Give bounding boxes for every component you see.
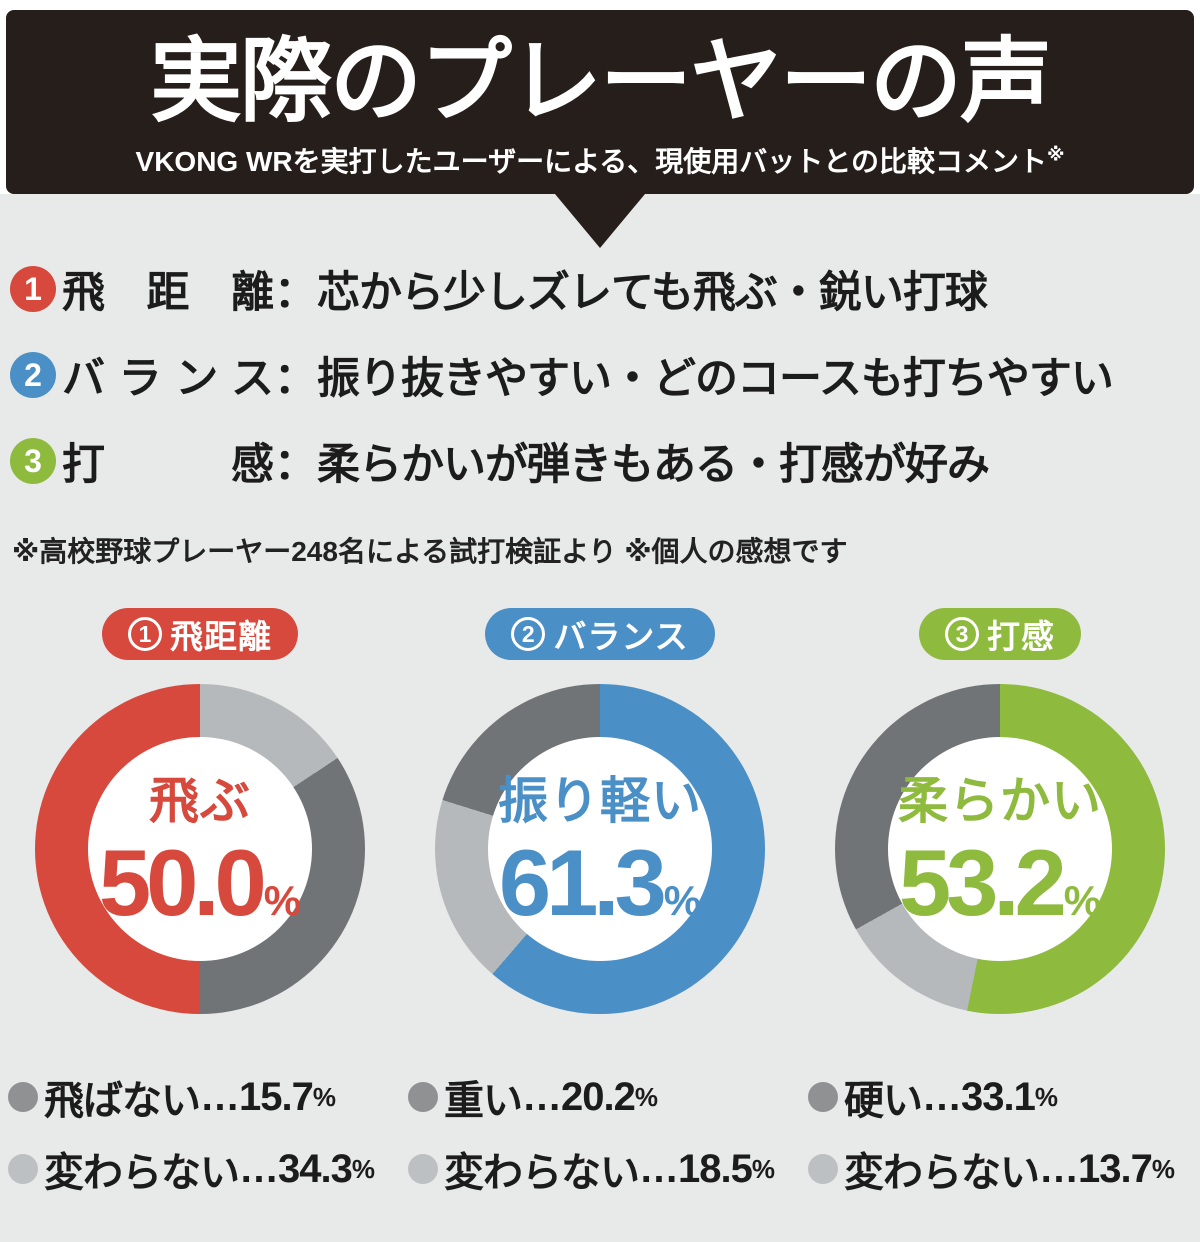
point-separator: ：	[274, 441, 317, 489]
pill-number-badge: 1	[128, 617, 162, 651]
chart-column: 2 バランス 振り軽い 61.3% 重い … 20.2 %	[400, 608, 800, 1212]
legend-ellipsis: …	[200, 1074, 240, 1119]
legend-row: 飛ばない … 15.7 %	[8, 1068, 375, 1126]
legend-dot-icon	[8, 1154, 38, 1184]
legend-percent-sign: %	[312, 1081, 336, 1112]
legend-percent-sign: %	[1151, 1153, 1175, 1184]
legend-value: 33.1	[961, 1074, 1036, 1119]
legend-row: 重い … 20.2 %	[408, 1068, 775, 1126]
summary-point: 3 打感 ： 柔らかいが弾きもある・打感が好み	[10, 430, 1190, 492]
point-number-badge: 2	[10, 352, 56, 398]
page-subtitle-text: VKONG WRを実打したユーザーによる、現使用バットとの比較コメント	[135, 146, 1047, 177]
content-area: 1 飛距離 ： 芯から少しズレても飛ぶ・鋭い打球 2 バランス ： 振り抜きやす…	[0, 194, 1200, 1242]
chart-column: 3 打感 柔らかい 53.2% 硬い … 33.1 %	[800, 608, 1200, 1212]
legend-percent-sign: %	[351, 1153, 375, 1184]
legend-label: 変わらない	[844, 1151, 1040, 1195]
legend-ellipsis: …	[922, 1074, 962, 1119]
top-strip: 実際のプレーヤーの声 VKONG WRを実打したユーザーによる、現使用バットとの…	[0, 0, 1200, 194]
donut-charts: 1 飛距離 飛ぶ 50.0% 飛ばない … 15.7 %	[0, 608, 1200, 1212]
page-subtitle: VKONG WRを実打したユーザーによる、現使用バットとの比較コメント※	[6, 140, 1194, 180]
summary-points: 1 飛距離 ： 芯から少しズレても飛ぶ・鋭い打球 2 バランス ： 振り抜きやす…	[0, 248, 1200, 492]
point-separator: ：	[274, 269, 317, 317]
legend-dot-icon	[808, 1154, 838, 1184]
legend-value: 34.3	[278, 1146, 353, 1191]
donut-center-label: 飛ぶ	[149, 773, 251, 829]
summary-point: 1 飛距離 ： 芯から少しズレても飛ぶ・鋭い打球	[10, 258, 1190, 320]
donut-center: 振り軽い 61.3%	[488, 737, 712, 961]
legend-ellipsis: …	[639, 1146, 679, 1191]
legend-value: 20.2	[561, 1074, 636, 1119]
donut-chart: 柔らかい 53.2%	[835, 684, 1165, 1014]
legend-row: 変わらない … 34.3 %	[8, 1140, 375, 1198]
header-banner: 実際のプレーヤーの声 VKONG WRを実打したユーザーによる、現使用バットとの…	[6, 10, 1194, 194]
donut-center-value-wrap: 50.0%	[99, 829, 301, 937]
donut-center: 柔らかい 53.2%	[888, 737, 1112, 961]
legend-value: 18.5	[678, 1146, 753, 1191]
donut-chart: 飛ぶ 50.0%	[35, 684, 365, 1014]
point-separator: ：	[274, 355, 317, 403]
pill-label: 打感	[987, 618, 1055, 655]
legend-dot-icon	[808, 1082, 838, 1112]
chart-legend: 硬い … 33.1 % 変わらない … 13.7 %	[800, 1068, 1175, 1212]
legend-value: 15.7	[239, 1074, 314, 1119]
legend-dot-icon	[8, 1082, 38, 1112]
donut-center-value: 61.3	[498, 830, 667, 935]
donut-center-unit: %	[663, 877, 702, 924]
legend-ellipsis: …	[1039, 1146, 1079, 1191]
legend-percent-sign: %	[1034, 1081, 1058, 1112]
donut-center-value-wrap: 61.3%	[499, 829, 701, 937]
point-description: 振り抜きやすい・どのコースも打ちやすい	[317, 355, 1114, 403]
summary-point: 2 バランス ： 振り抜きやすい・どのコースも打ちやすい	[10, 344, 1190, 406]
point-label: バランス	[62, 355, 274, 403]
legend-row: 硬い … 33.1 %	[808, 1068, 1175, 1126]
legend-label: 変わらない	[44, 1151, 240, 1195]
point-label: 飛距離	[62, 269, 274, 317]
legend-label: 重い	[444, 1079, 523, 1123]
legend-row: 変わらない … 13.7 %	[808, 1140, 1175, 1198]
donut-center-value: 50.0	[98, 830, 267, 935]
point-description: 芯から少しズレても飛ぶ・鋭い打球	[317, 269, 988, 317]
donut-center-label: 柔らかい	[898, 773, 1102, 829]
donut-center-unit: %	[263, 877, 302, 924]
point-description: 柔らかいが弾きもある・打感が好み	[317, 441, 990, 489]
legend-label: 硬い	[844, 1079, 923, 1123]
header-pointer-triangle	[555, 194, 645, 248]
donut-center-value: 53.2	[898, 830, 1067, 935]
point-label: 打感	[62, 441, 274, 489]
point-number-badge: 1	[10, 266, 56, 312]
donut-center: 飛ぶ 50.0%	[88, 737, 312, 961]
donut-center-unit: %	[1063, 877, 1102, 924]
pill-number-badge: 3	[945, 617, 979, 651]
legend-dot-icon	[408, 1154, 438, 1184]
legend-label: 変わらない	[444, 1151, 640, 1195]
page-title: 実際のプレーヤーの声	[149, 31, 1052, 133]
pill-label: バランス	[553, 618, 689, 655]
legend-percent-sign: %	[751, 1153, 775, 1184]
point-number-badge: 3	[10, 438, 56, 484]
pill-number-badge: 2	[511, 617, 546, 651]
legend-label: 飛ばない	[44, 1079, 201, 1123]
chart-title-pill: 1 飛距離	[102, 608, 298, 660]
donut-center-label: 振り軽い	[498, 773, 702, 829]
chart-title-pill: 3 打感	[919, 608, 1081, 660]
pill-label: 飛距離	[170, 618, 272, 655]
chart-column: 1 飛距離 飛ぶ 50.0% 飛ばない … 15.7 %	[0, 608, 400, 1212]
donut-center-value-wrap: 53.2%	[899, 829, 1101, 937]
legend-dot-icon	[408, 1082, 438, 1112]
legend-ellipsis: …	[239, 1146, 279, 1191]
legend-value: 13.7	[1078, 1146, 1153, 1191]
donut-chart: 振り軽い 61.3%	[435, 684, 765, 1014]
subtitle-note-mark: ※	[1046, 144, 1065, 165]
survey-footnote: ※高校野球プレーヤー248名による試打検証より ※個人の感想です	[12, 536, 848, 567]
chart-legend: 重い … 20.2 % 変わらない … 18.5 %	[400, 1068, 775, 1212]
chart-title-pill: 2 バランス	[485, 608, 715, 660]
legend-row: 変わらない … 18.5 %	[408, 1140, 775, 1198]
legend-percent-sign: %	[634, 1081, 658, 1112]
legend-ellipsis: …	[522, 1074, 562, 1119]
chart-legend: 飛ばない … 15.7 % 変わらない … 34.3 %	[0, 1068, 375, 1212]
